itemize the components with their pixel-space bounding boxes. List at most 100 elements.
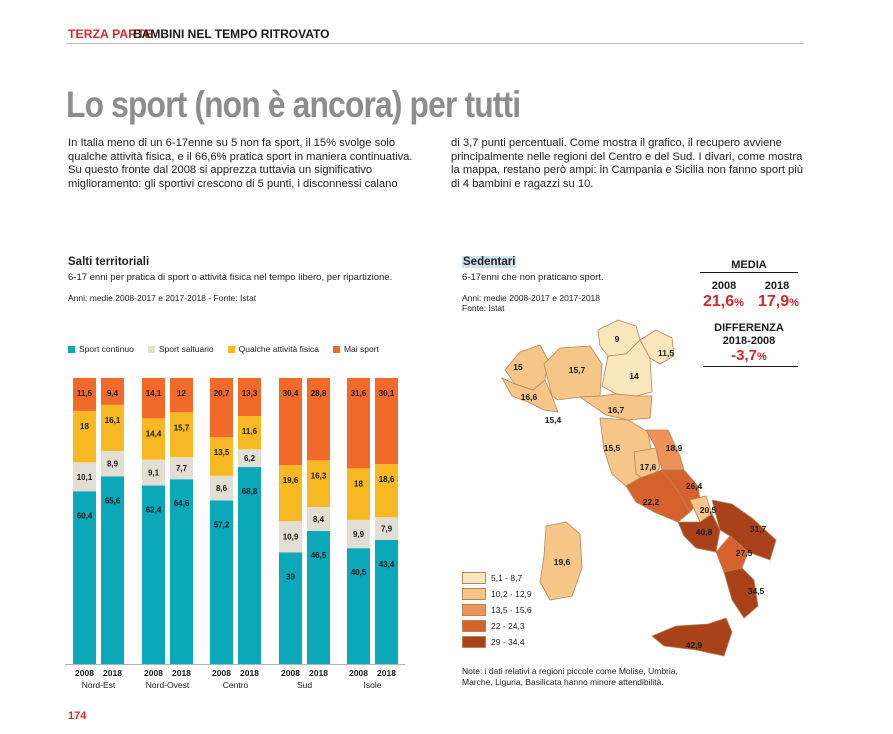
group-label: Nord-Ovest: [146, 680, 190, 690]
bar-segment: [238, 378, 261, 417]
bar-value-label: 15,7: [174, 423, 190, 432]
bar-segment: [73, 491, 96, 664]
bar-segment: [101, 476, 124, 664]
bar-segment: [238, 449, 261, 468]
bar-value-label: 9,1: [148, 469, 160, 478]
legend-item: Qualche attività fisica: [227, 344, 319, 354]
media-value-2018: 17,9%: [758, 293, 799, 311]
bar-value-label: 18: [80, 422, 89, 431]
region-value: 15,7: [569, 365, 586, 375]
intro-line: di 3,7 punti percentuali. Come mostra il…: [451, 137, 782, 149]
intro-line: principalmente nelle regioni del Centro …: [451, 150, 803, 163]
page-number: 174: [68, 710, 87, 722]
bar-value-label: 13,3: [242, 389, 258, 398]
legend-label: Sport continuo: [79, 344, 134, 354]
map-source-line: Anni: medie 2008-2017 e 2017-2018: [462, 293, 600, 303]
x-tick-label: 2008: [349, 668, 368, 678]
group-label: Isole: [364, 680, 382, 690]
bar-value-label: 12: [177, 389, 186, 398]
legend-item: Sport continuo: [68, 344, 134, 354]
bar-segment: [170, 412, 193, 458]
region-value: 27,5: [736, 548, 753, 558]
bar-value-label: 18,6: [379, 475, 395, 484]
legend-label: Mai sport: [343, 344, 379, 354]
map-legend-item: 5,1 - 8,7: [462, 572, 522, 584]
bar-segment: [101, 450, 124, 477]
region-value: 17,6: [640, 462, 657, 472]
region-shape: [639, 329, 675, 365]
map-subtitle: 6-17enni che non praticano sport.: [462, 272, 604, 283]
region-shape: [715, 535, 749, 573]
media-label: MEDIA: [731, 259, 767, 271]
map-legend-item: 29 - 34,4: [462, 636, 525, 648]
x-tick-label: 2018: [172, 668, 191, 678]
percent-sign: %: [757, 351, 767, 363]
region-shape: [723, 567, 759, 619]
page-title: Lo sport (non è ancora) per tutti: [66, 84, 521, 125]
region-value: 40,8: [696, 527, 713, 537]
legend-item: Sport saltuario: [147, 344, 214, 354]
intro-text-left: In Italia meno di un 6-17enne su 5 non f…: [68, 137, 413, 191]
map-legend-swatch: [462, 620, 486, 632]
x-tick-label: 2018: [240, 668, 259, 678]
legend-swatch: [332, 345, 340, 353]
region-value: 15,5: [604, 443, 621, 453]
bar-value-label: 60,4: [77, 511, 93, 520]
map-legend-item: 10,2 - 12,9: [462, 588, 532, 600]
bar-segment: [238, 416, 261, 450]
bar-value-label: 57,2: [214, 520, 230, 529]
bar-segment: [279, 465, 302, 522]
intro-text-right: di 3,7 punti percentuali. Come mostra il…: [451, 137, 803, 191]
intro-line: qualche attività fisica, e il 66,6% prat…: [68, 150, 413, 163]
difference-value: -3,7%: [700, 347, 798, 364]
x-tick-label: 2018: [377, 668, 396, 678]
bar-segment: [170, 457, 193, 480]
map-legend-item: 13,5 - 15,6: [462, 604, 532, 616]
media-box: MEDIA: [700, 259, 798, 271]
map-legend-label: 22 - 24,3: [491, 621, 525, 631]
map-source-line: Fonte: Istat: [462, 303, 505, 313]
bar-value-label: 43,4: [379, 560, 395, 569]
region-value: 14: [629, 371, 639, 381]
bar-value-label: 14,4: [146, 429, 162, 438]
legend-label: Sport saltuario: [158, 344, 214, 354]
map-legend-swatch: [462, 588, 486, 600]
x-tick-label: 2008: [75, 668, 94, 678]
bar-value-label: 9,4: [107, 389, 119, 398]
bar-segment: [279, 552, 302, 664]
chart-legend: Sport continuo Sport saltuario Qualche a…: [68, 344, 379, 354]
bar-value-label: 39: [286, 572, 295, 581]
bar-value-label: 8,4: [313, 515, 325, 524]
region-value: 11,5: [658, 348, 674, 358]
intro-line: miglioramento: gli sportivi crescono di …: [68, 177, 398, 190]
bar-value-label: 28,8: [311, 389, 327, 398]
bar-segment: [210, 500, 233, 664]
bar-value-label: 16,3: [311, 471, 327, 480]
region-shape: [601, 339, 653, 397]
bar-value-label: 10,1: [77, 473, 93, 482]
section-title: BAMBINI NEL TEMPO RITROVATO: [133, 27, 330, 41]
bar-segment: [101, 404, 124, 451]
bar-value-label: 19,6: [283, 476, 299, 485]
chart-source: Anni: medie 2008-2017 e 2017-2018 - Font…: [68, 293, 257, 303]
region-value: 22,2: [643, 497, 660, 507]
bar-value-label: 9,9: [353, 530, 365, 539]
bar-segment: [142, 378, 165, 419]
region-value: 15,4: [545, 415, 562, 425]
bar-segment: [210, 378, 233, 438]
bar-segment: [279, 378, 302, 466]
map-note: Note: i dati relativi a regioni piccole …: [462, 666, 692, 688]
legend-swatch: [68, 345, 75, 353]
bar-value-label: 16,1: [105, 416, 121, 425]
map-legend-label: 5,1 - 8,7: [491, 573, 523, 583]
bar-segment: [347, 548, 370, 664]
media-value: 17,9: [758, 293, 790, 310]
bar-value-label: 31,6: [351, 389, 367, 398]
bar-value-label: 7,9: [381, 525, 393, 534]
chart-title: Salti territoriali: [68, 256, 150, 268]
bar-segment: [142, 459, 165, 486]
bar-segment: [375, 378, 398, 465]
region-shape: [651, 617, 733, 657]
map-legend-item: 22 - 24,3: [462, 620, 525, 632]
bar-segment: [101, 378, 124, 405]
